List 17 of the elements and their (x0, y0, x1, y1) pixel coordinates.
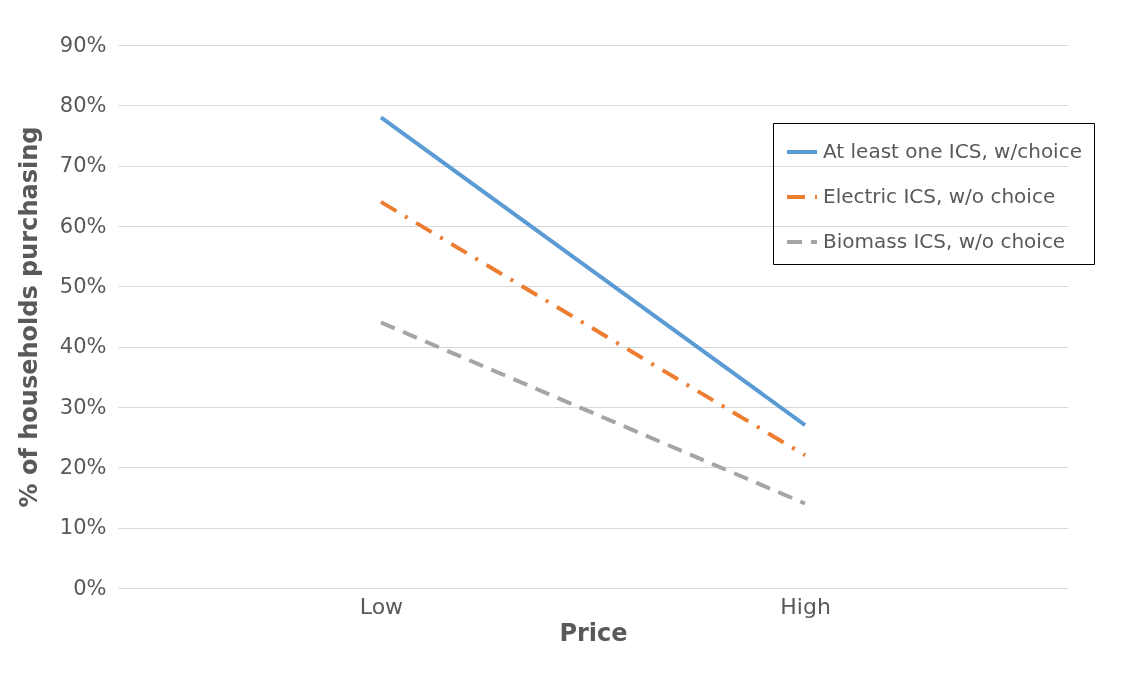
y-tick-label: 70% (59, 153, 107, 178)
legend-label: Biomass ICS, w/o choice (823, 229, 1066, 253)
y-tick-label: 10% (59, 515, 107, 540)
y-tick-label: 50% (59, 273, 107, 298)
legend-label: Electric ICS, w/o choice (823, 184, 1056, 208)
y-tick-label: 30% (59, 394, 107, 419)
x-tick-label: High (780, 593, 831, 619)
y-tick-label: 40% (59, 334, 107, 359)
y-tick-label: 20% (59, 454, 107, 479)
x-axis-title: Price (559, 618, 628, 647)
y-tick-label: 0% (73, 575, 107, 600)
y-axis-title: % of households purchasing (14, 126, 43, 508)
y-tick-label: 60% (59, 213, 107, 238)
y-tick-label: 80% (59, 92, 107, 117)
legend-label: At least one ICS, w/choice (823, 139, 1082, 163)
x-tick-label: Low (359, 593, 404, 619)
y-tick-label: 90% (59, 32, 107, 57)
